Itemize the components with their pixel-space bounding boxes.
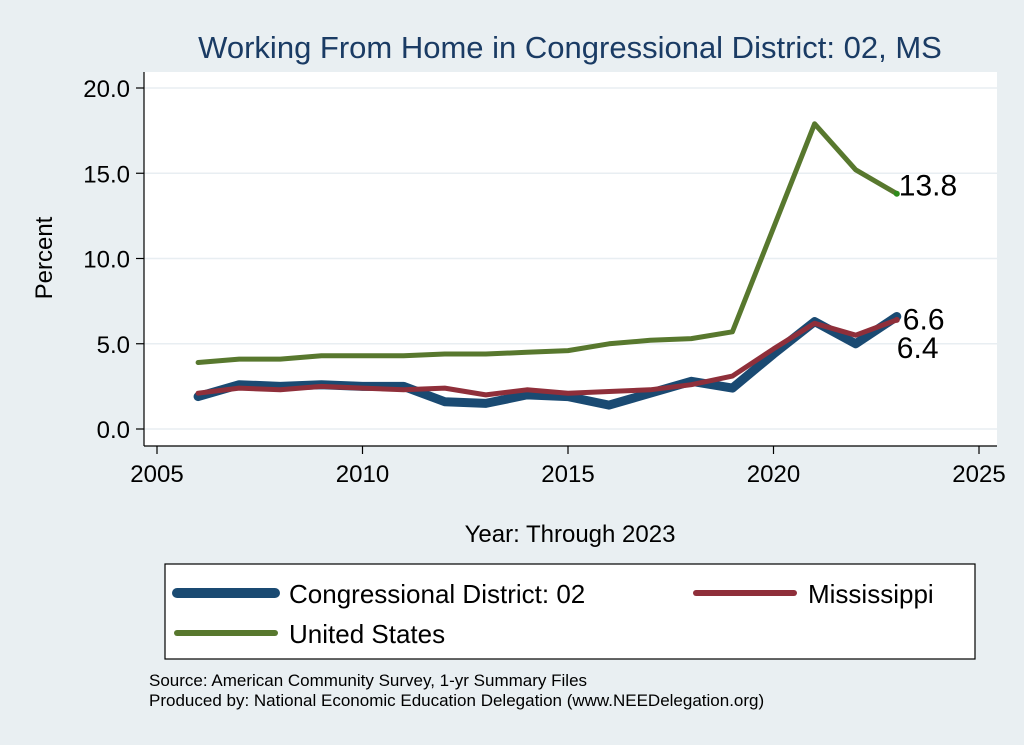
end-value-label: 6.6 (903, 303, 945, 336)
legend: Congressional District: 02 Mississippi Uni… (164, 563, 976, 660)
x-tick-label: 2010 (336, 461, 389, 488)
legend-label: United States (289, 619, 445, 649)
legend-label: Mississippi (808, 579, 934, 609)
y-tick-label: 10.0 (83, 247, 130, 274)
y-tick-label: 5.0 (97, 332, 130, 359)
y-axis-label: Percent (31, 216, 58, 299)
series-lines (193, 121, 902, 410)
end-point (893, 190, 900, 197)
x-axis-label: Year: Through 2023 (465, 521, 676, 548)
x-tick-label: 2015 (541, 461, 594, 488)
x-tick-label: 2025 (952, 461, 1005, 488)
y-tick-label: 15.0 (83, 161, 130, 188)
chart-title: Working From Home in Congressional Distr… (198, 30, 942, 65)
y-axis: 0.0 5.0 10.0 15.0 20.0 (83, 76, 144, 444)
producer-line: Produced by: National Economic Education… (149, 691, 764, 710)
end-point (893, 316, 900, 323)
legend-label: Congressional District: 02 (289, 579, 585, 609)
grid-lines (144, 87, 997, 430)
x-axis: 2005 2010 2015 2020 2025 (130, 446, 1006, 488)
x-tick-label: 2005 (130, 461, 183, 488)
x-tick-label: 2020 (747, 461, 800, 488)
end-value-label: 6.4 (897, 332, 939, 365)
end-value-label: 13.8 (899, 170, 957, 203)
source-line: Source: American Community Survey, 1-yr … (149, 671, 587, 690)
y-tick-label: 20.0 (83, 76, 130, 103)
y-tick-label: 0.0 (97, 417, 130, 444)
legend-box (164, 563, 976, 660)
series-line (195, 317, 900, 398)
series-line (195, 121, 900, 365)
end-labels: 6.66.4 13.8 (893, 170, 957, 365)
